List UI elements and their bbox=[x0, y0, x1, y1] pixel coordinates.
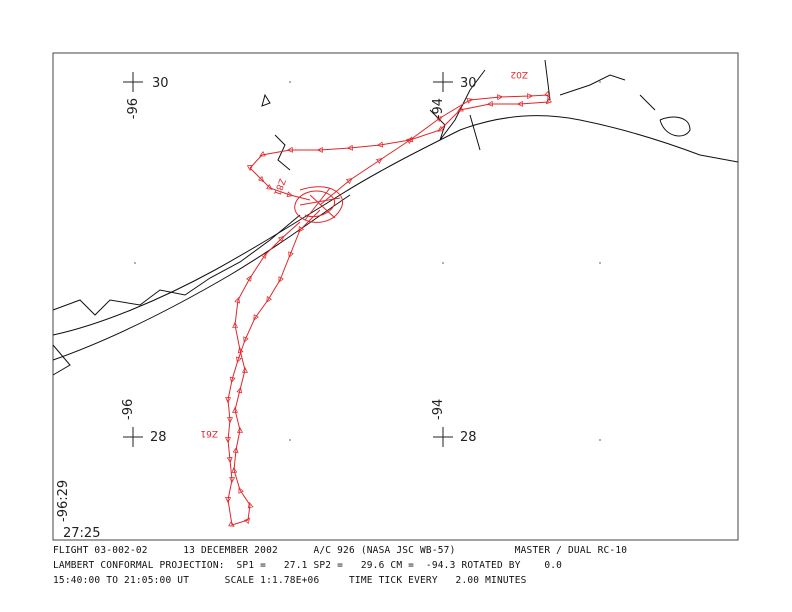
track-label: Z02 bbox=[510, 69, 528, 79]
coast-detail bbox=[52, 59, 691, 376]
corner-lon-label: -96:29 bbox=[56, 480, 71, 522]
track-label: Z61 bbox=[200, 428, 218, 438]
grid-lon-label: -94 bbox=[431, 98, 446, 119]
grid-lat-label: 28 bbox=[150, 430, 167, 445]
coastline bbox=[52, 115, 739, 336]
grid-cross bbox=[123, 72, 453, 447]
grid-dots bbox=[134, 81, 601, 441]
footer-line: 15:40:00 TO 21:05:00 UT SCALE 1:1.78E+06… bbox=[53, 575, 527, 586]
flight-track bbox=[228, 95, 548, 525]
grid-lon-label: -96 bbox=[121, 399, 136, 420]
track-label: Z81 bbox=[271, 177, 286, 197]
grid-lon-label: -96 bbox=[126, 98, 141, 119]
footer-line: FLIGHT 03-002-02 13 DECEMBER 2002 A/C 92… bbox=[53, 545, 628, 556]
grid-lon-label: -94 bbox=[431, 399, 446, 420]
grid-lat-label: 30 bbox=[460, 76, 477, 91]
map-frame bbox=[52, 52, 739, 541]
grid-lat-label: 30 bbox=[152, 76, 169, 91]
footer-line: LAMBERT CONFORMAL PROJECTION: SP1 = 27.1… bbox=[53, 560, 563, 571]
grid-lat-label: 28 bbox=[460, 430, 477, 445]
corner-lat-label: 27:25 bbox=[63, 526, 100, 541]
